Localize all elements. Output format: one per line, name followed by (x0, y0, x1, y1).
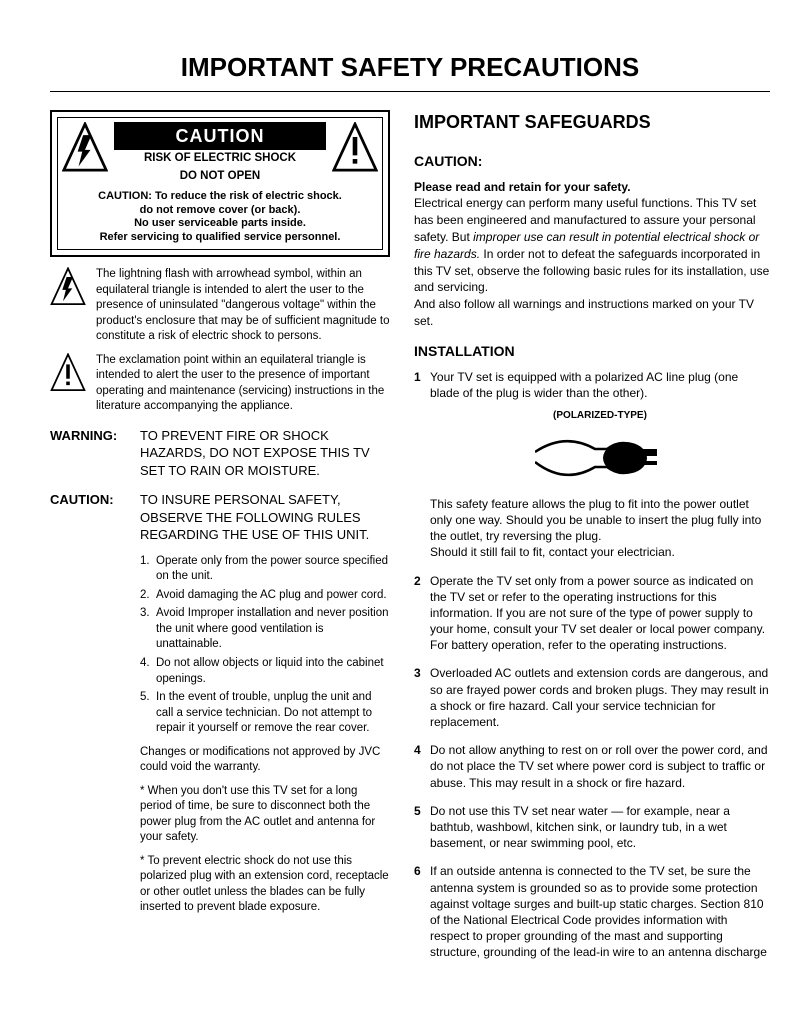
two-column-layout: CAUTION RISK OF ELECTRIC SHOCK DO NOT OP… (50, 110, 770, 972)
caution-line4: Refer servicing to qualified service per… (62, 231, 378, 245)
item1-text-c: Should it still fail to fit, contact you… (430, 544, 770, 560)
item1-text-b: This safety feature allows the plug to f… (430, 496, 770, 545)
lightning-triangle-icon (62, 122, 108, 174)
lightning-explanation-row: The lightning flash with arrowhead symbo… (50, 267, 390, 345)
intro-paragraph: Electrical energy can perform many usefu… (414, 195, 770, 296)
install-item-1: 1 Your TV set is equipped with a polariz… (414, 369, 770, 561)
caution-row: CAUTION: TO INSURE PERSONAL SAFETY, OBSE… (50, 491, 390, 915)
caution-line2: do not remove cover (or back). (62, 204, 378, 218)
caution-box-outer: CAUTION RISK OF ELECTRIC SHOCK DO NOT OP… (50, 110, 390, 257)
exclaim-explanation-row: The exclamation point within an equilate… (50, 353, 390, 415)
installation-heading: INSTALLATION (414, 342, 770, 361)
rule-5: In the event of trouble, unplug the unit… (156, 690, 390, 737)
left-column: CAUTION RISK OF ELECTRIC SHOCK DO NOT OP… (50, 110, 390, 972)
rule-2: Avoid damaging the AC plug and power cor… (156, 588, 387, 604)
polarized-plug-icon (535, 427, 665, 482)
caution-line1: CAUTION: To reduce the risk of electric … (62, 190, 378, 204)
page-title: IMPORTANT SAFETY PRECAUTIONS (50, 50, 770, 92)
install-item-2: 2 Operate the TV set only from a power s… (414, 573, 770, 654)
follow-warnings: And also follow all warnings and instruc… (414, 296, 770, 330)
safety-rules-list: 1.Operate only from the power source spe… (140, 554, 390, 737)
right-column: IMPORTANT SAFEGUARDS CAUTION: Please rea… (414, 110, 770, 972)
caution-line3: No user serviceable parts inside. (62, 217, 378, 231)
install-item-3: 3 Overloaded AC outlets and extension co… (414, 665, 770, 730)
note-warranty: Changes or modifications not approved by… (140, 745, 390, 776)
exclamation-triangle-small-icon (50, 353, 86, 393)
warning-label: WARNING: (50, 427, 140, 480)
install-item-6: 6 If an outside antenna is connected to … (414, 863, 770, 960)
exclamation-triangle-icon (332, 122, 378, 174)
caution-box-inner: CAUTION RISK OF ELECTRIC SHOCK DO NOT OP… (57, 117, 383, 250)
rule-1: Operate only from the power source speci… (156, 554, 390, 585)
warning-row: WARNING: TO PREVENT FIRE OR SHOCK HAZARD… (50, 427, 390, 480)
warning-text: TO PREVENT FIRE OR SHOCK HAZARDS, DO NOT… (140, 427, 390, 480)
caution-text: TO INSURE PERSONAL SAFETY, OBSERVE THE F… (140, 491, 390, 544)
caution-bar: CAUTION (114, 122, 326, 150)
safeguards-heading: IMPORTANT SAFEGUARDS (414, 110, 770, 134)
note-disconnect: * When you don't use this TV set for a l… (140, 784, 390, 846)
caution-label: CAUTION: (50, 491, 140, 915)
exclaim-explanation-text: The exclamation point within an equilate… (96, 353, 390, 415)
rule-3: Avoid Improper installation and never po… (156, 606, 390, 653)
note-polarized: * To prevent electric shock do not use t… (140, 854, 390, 916)
rule-4: Do not allow objects or liquid into the … (156, 656, 390, 687)
install-item-5: 5 Do not use this TV set near water — fo… (414, 803, 770, 852)
caution-sub1: RISK OF ELECTRIC SHOCK (114, 150, 326, 168)
lightning-explanation-text: The lightning flash with arrowhead symbo… (96, 267, 390, 345)
plug-caption: (POLARIZED-TYPE) (430, 409, 770, 423)
caution-sub2: DO NOT OPEN (114, 168, 326, 186)
install-item-4: 4 Do not allow anything to rest on or ro… (414, 742, 770, 791)
caution-heading: CAUTION: (414, 152, 770, 171)
item1-text-a: Your TV set is equipped with a polarized… (430, 369, 770, 401)
lightning-triangle-small-icon (50, 267, 86, 307)
read-retain: Please read and retain for your safety. (414, 179, 770, 195)
